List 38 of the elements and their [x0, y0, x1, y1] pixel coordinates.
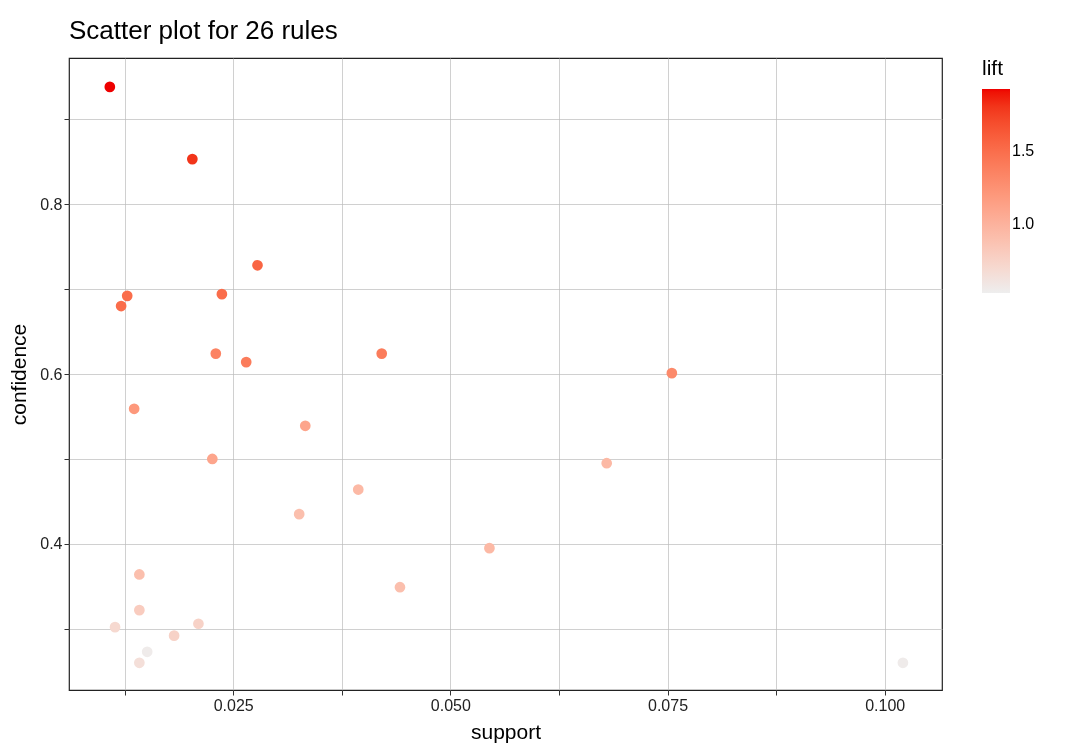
- point: [104, 81, 116, 93]
- point: [134, 657, 145, 669]
- point: [121, 290, 133, 302]
- x-tick-label: 0.050: [430, 696, 471, 714]
- x-tick-label: 0.075: [647, 696, 689, 714]
- point: [299, 420, 311, 432]
- point: [240, 356, 252, 368]
- point: [193, 618, 204, 630]
- point: [141, 646, 153, 658]
- y-tick-label: 0.8: [40, 195, 63, 213]
- y-tick-label: 0.6: [40, 365, 63, 383]
- point: [252, 259, 263, 271]
- point: [168, 630, 180, 641]
- point: [216, 288, 228, 300]
- point: [134, 569, 145, 580]
- point: [115, 300, 127, 312]
- x-tick-label: 0.025: [213, 696, 254, 714]
- point: [601, 457, 613, 469]
- point: [109, 621, 121, 633]
- point: [394, 581, 406, 593]
- y-axis-title: confidence: [7, 323, 31, 426]
- point: [128, 403, 140, 415]
- point: [206, 453, 218, 465]
- point: [210, 348, 222, 359]
- point: [484, 542, 495, 554]
- y-tick-label: 0.4: [40, 535, 63, 553]
- color-bar-label: 1.5: [1012, 141, 1035, 159]
- point: [293, 508, 305, 520]
- x-axis-title: support: [470, 719, 542, 743]
- point: [134, 604, 145, 616]
- point: [186, 153, 198, 165]
- point: [352, 484, 364, 495]
- x-tick-label: 0.100: [865, 696, 906, 714]
- color-bar-label: 1.0: [1012, 215, 1035, 233]
- color-bar-title: lift: [982, 56, 1004, 79]
- point: [666, 367, 678, 379]
- chart-title: Scatter plot for 26 rules: [69, 15, 338, 45]
- point: [376, 348, 388, 359]
